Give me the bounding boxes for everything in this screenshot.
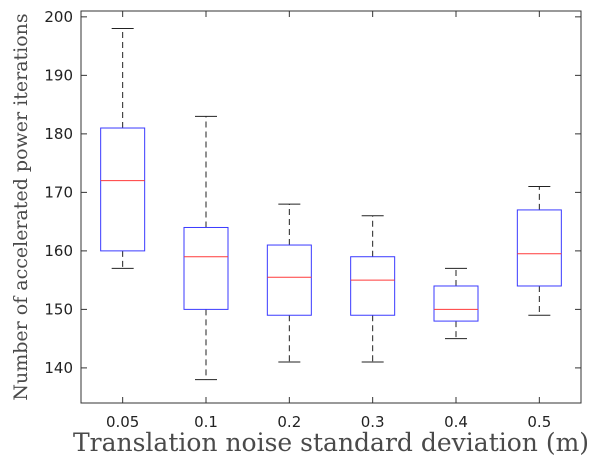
x-axis-title: Translation noise standard deviation (m) [73, 428, 589, 457]
box-group [100, 28, 146, 269]
box [516, 209, 562, 287]
x-tick-label: 0.3 [361, 413, 385, 431]
box-group [516, 186, 562, 316]
y-tick-label: 180 [44, 125, 73, 143]
box [100, 127, 146, 252]
box [433, 285, 479, 322]
x-tick-label: 0.5 [527, 413, 551, 431]
box-group [266, 203, 312, 363]
box [350, 256, 396, 316]
x-tick-label: 0.2 [277, 413, 301, 431]
box-group [350, 215, 396, 363]
box-group [433, 267, 479, 340]
x-tick-label: 0.4 [444, 413, 468, 431]
y-tick-label: 170 [44, 183, 73, 201]
box [266, 244, 312, 316]
x-tick-label: 0.1 [194, 413, 218, 431]
box-series [100, 28, 562, 381]
y-tick-label: 190 [44, 66, 73, 84]
y-tick-label: 150 [44, 300, 73, 318]
x-tick-label: 0.05 [106, 413, 139, 431]
y-tick-label: 140 [44, 359, 73, 377]
y-axis-title: Number of accelerated power iterations [10, 13, 32, 400]
y-tick-label: 200 [44, 8, 73, 26]
box [183, 226, 229, 310]
tick-labels: 140 150 160 170 180 190 200 0.05 0.1 0.2 0.3 0.4 0.5 [44, 8, 551, 431]
box-group [183, 115, 229, 381]
axis-ticks [81, 11, 581, 403]
plot-area [80, 10, 582, 404]
y-tick-label: 160 [44, 242, 73, 260]
